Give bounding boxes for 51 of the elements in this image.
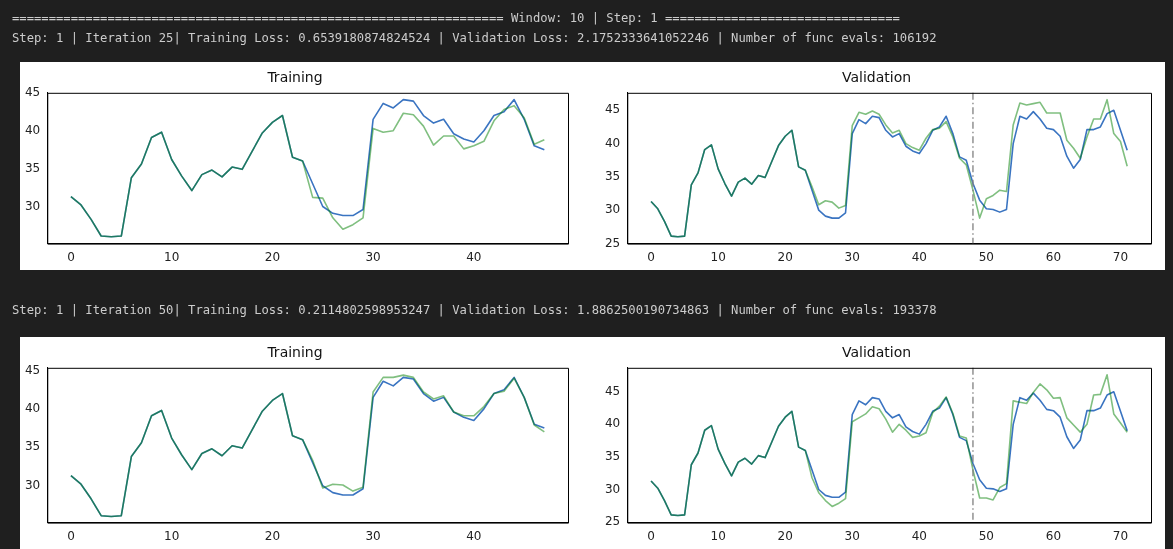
- chart-title: Validation: [841, 344, 912, 361]
- y-tick-label: 40: [604, 135, 621, 150]
- x-tick-label: 20: [777, 249, 793, 264]
- y-tick-label: 30: [24, 198, 41, 213]
- x-tick-label: 40: [466, 528, 482, 543]
- x-tick-label: 70: [1112, 528, 1129, 543]
- x-tick-label: 30: [365, 249, 381, 264]
- x-tick-label: 10: [164, 528, 180, 543]
- x-tick-label: 0: [67, 528, 75, 543]
- x-tick-label: 20: [777, 528, 793, 543]
- y-tick-label: 40: [604, 416, 621, 431]
- x-tick-label: 50: [978, 528, 995, 543]
- y-tick-label: 35: [604, 168, 621, 183]
- y-tick-label: 35: [24, 160, 41, 175]
- y-tick-label: 30: [604, 202, 621, 217]
- y-tick-label: 25: [604, 514, 621, 529]
- x-tick-label: 40: [466, 249, 482, 264]
- y-tick-label: 40: [24, 122, 41, 137]
- y-tick-label: 45: [604, 383, 621, 398]
- y-tick-label: 40: [24, 401, 41, 416]
- x-tick-label: 0: [647, 249, 655, 264]
- x-tick-label: 10: [164, 249, 180, 264]
- x-tick-label: 20: [264, 528, 281, 543]
- x-tick-label: 60: [1045, 528, 1062, 543]
- chart-title: Training: [266, 344, 323, 361]
- y-tick-label: 45: [604, 102, 621, 117]
- chart-title: Training: [266, 69, 323, 86]
- x-tick-label: 10: [710, 249, 726, 264]
- y-tick-label: 25: [604, 235, 621, 250]
- chart-title: Validation: [841, 69, 912, 86]
- x-tick-label: 50: [978, 249, 995, 264]
- x-tick-label: 70: [1112, 249, 1129, 264]
- x-tick-label: 30: [844, 249, 860, 264]
- x-tick-label: 30: [844, 528, 860, 543]
- x-tick-label: 20: [264, 249, 281, 264]
- x-tick-label: 60: [1045, 249, 1062, 264]
- x-tick-label: 0: [647, 528, 655, 543]
- x-tick-label: 30: [365, 528, 381, 543]
- y-tick-label: 45: [24, 84, 41, 99]
- text: Step: 1 | Iteration 50| Training Loss: 0.2114802598953247 | Validation Loss: 1.8862500190734863 | Number of func evals: 193378: [12, 302, 937, 319]
- x-tick-label: 10: [710, 528, 726, 543]
- y-tick-label: 35: [604, 449, 621, 464]
- x-tick-label: 40: [911, 249, 927, 264]
- y-tick-label: 30: [24, 477, 41, 492]
- text: Step: 1 | Iteration 25| Training Loss: 0.6539180874824524 | Validation Loss: 2.1752333641052246 | Number of func evals: 106192: [12, 31, 937, 45]
- x-tick-label: 0: [67, 249, 75, 264]
- text: =================================================================== Window: 10 | Step: 1 ================================: [12, 11, 900, 25]
- y-tick-label: 45: [24, 362, 41, 377]
- y-tick-label: 35: [24, 439, 41, 454]
- x-tick-label: 40: [911, 528, 927, 543]
- y-tick-label: 30: [604, 481, 621, 496]
